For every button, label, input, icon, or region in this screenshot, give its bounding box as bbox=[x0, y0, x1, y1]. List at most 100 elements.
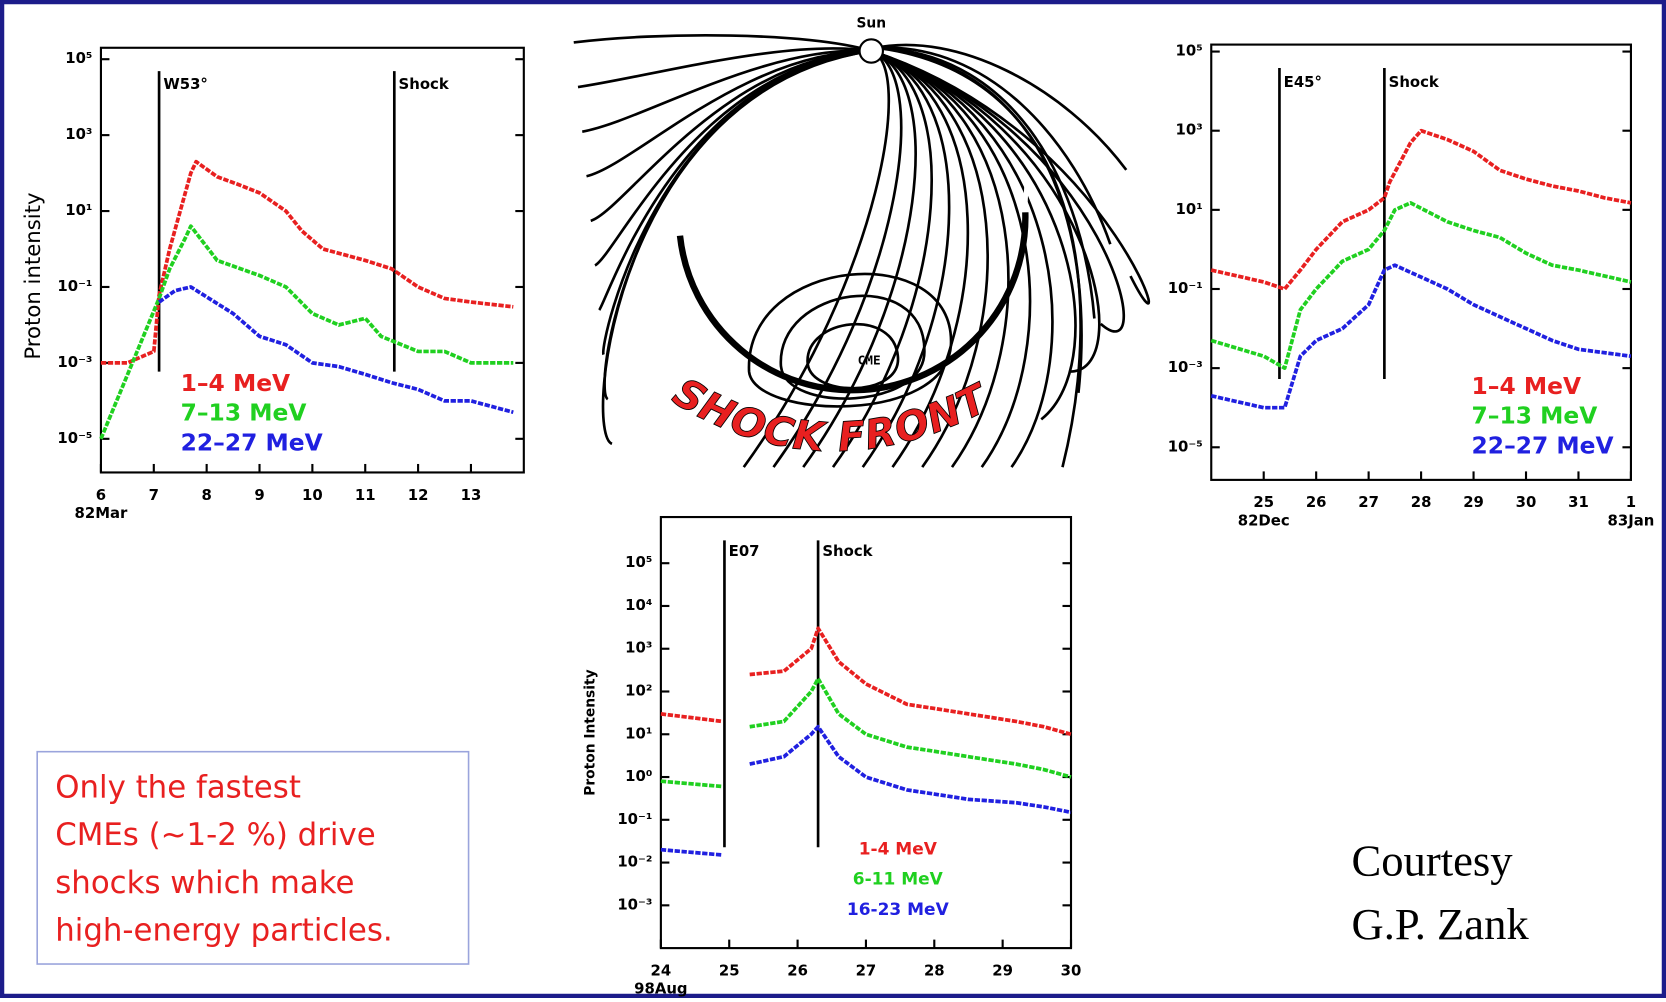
chart: 10⁵ 10³ 10¹ 10⁻¹ 10⁻³ 10⁻⁵ 25 26 27 28 29 30 31 1 82De… bbox=[1168, 42, 1655, 530]
field-line bbox=[876, 46, 1112, 245]
credit: Courtesy G.P. Zank bbox=[1352, 836, 1530, 950]
y-tick-label: 10⁻⁵ bbox=[1168, 437, 1203, 455]
data-line bbox=[157, 285, 514, 415]
x-tick-label: 25 bbox=[1253, 493, 1274, 511]
note-line: high-energy particles. bbox=[55, 913, 392, 949]
field-line bbox=[601, 49, 872, 446]
field-line bbox=[876, 43, 1128, 171]
field-line bbox=[577, 47, 872, 89]
x-tick-label: 30 bbox=[1516, 493, 1537, 511]
legend-entry: 16-23 MeV bbox=[847, 900, 950, 920]
y-tick-label: 10¹ bbox=[65, 201, 92, 219]
y-tick-label: 10⁻² bbox=[617, 853, 652, 871]
field-line bbox=[870, 49, 989, 468]
shock-gap bbox=[673, 185, 1029, 232]
y-tick-label: 10¹ bbox=[625, 724, 652, 742]
x-sublabel: 82Dec bbox=[1238, 511, 1290, 529]
data-line bbox=[660, 626, 1072, 737]
x-tick-label: 29 bbox=[992, 961, 1013, 979]
y-tick-label: 10² bbox=[625, 682, 652, 700]
y-tick-label: 10³ bbox=[65, 125, 92, 143]
sun bbox=[858, 38, 884, 64]
cme-loop bbox=[806, 323, 900, 390]
x-tick-label: 10 bbox=[302, 486, 323, 504]
credit-line: G.P. Zank bbox=[1352, 899, 1530, 949]
field-line bbox=[876, 46, 1082, 468]
field-line bbox=[573, 34, 872, 53]
y-axis-label: Proton intensity bbox=[21, 192, 46, 359]
x-tick-label: 6 bbox=[96, 486, 106, 504]
note: Only the fastest CMEs (~1-2 %) drive sho… bbox=[55, 769, 392, 948]
note-line: CMEs (~1-2 %) drive bbox=[55, 817, 375, 853]
x-sublabel: 82Mar bbox=[75, 504, 129, 522]
x-tick-label: 12 bbox=[408, 486, 429, 504]
y-tick-label: 10⁵ bbox=[1176, 42, 1203, 60]
y-tick-label: 10⁴ bbox=[625, 596, 652, 614]
x-sublabel: 83Jan bbox=[1608, 511, 1655, 529]
field-line bbox=[870, 49, 1101, 373]
x-tick-label: 11 bbox=[355, 486, 376, 504]
event-label: Shock bbox=[822, 542, 873, 560]
x-tick-label: 9 bbox=[254, 486, 264, 504]
legend-entry: 1–4 MeV bbox=[1472, 372, 1582, 400]
x-tick-label: 7 bbox=[149, 486, 159, 504]
x-tick-label: 31 bbox=[1568, 493, 1589, 511]
y-tick-label: 10⁻³ bbox=[57, 353, 92, 371]
x-sublabel: 98Aug bbox=[634, 980, 687, 998]
field-line bbox=[870, 49, 1010, 468]
y-tick-label: 10¹ bbox=[1176, 200, 1203, 218]
legend-entry: 7–13 MeV bbox=[181, 399, 307, 427]
legend-entry: 6-11 MeV bbox=[853, 870, 944, 890]
data-line bbox=[1210, 263, 1632, 410]
x-tick-label: 26 bbox=[1306, 493, 1327, 511]
y-tick-label: 10⁻⁵ bbox=[57, 429, 92, 447]
legend-entry: 1-4 MeV bbox=[859, 839, 938, 859]
cme-label: CME bbox=[858, 353, 881, 368]
note-line: shocks which make bbox=[55, 865, 354, 901]
y-axis-label: Proton Intensity bbox=[583, 669, 599, 795]
y-tick-label: 10⁻¹ bbox=[1168, 279, 1203, 297]
y-tick-label: 10⁵ bbox=[65, 49, 92, 67]
event-label: Shock bbox=[399, 75, 450, 93]
event-label: W53° bbox=[163, 75, 208, 93]
y-tick-label: 10⁵ bbox=[625, 553, 652, 571]
x-tick-label: 28 bbox=[1411, 493, 1432, 511]
field-line bbox=[590, 49, 872, 223]
x-tick-label: 25 bbox=[719, 961, 740, 979]
note-box bbox=[36, 750, 470, 965]
field-line bbox=[870, 49, 1077, 421]
event-label: Shock bbox=[1389, 73, 1440, 91]
y-tick-label: 10⁰ bbox=[625, 767, 652, 785]
data-line bbox=[100, 159, 514, 365]
data-line bbox=[660, 676, 1072, 789]
x-tick-label: 28 bbox=[924, 961, 945, 979]
chart: 10⁵ 10³ 10¹ 10⁻¹ 10⁻³ 10⁻⁵ 6 7 8 9 10 11 12 13 82Mar W5… bbox=[21, 46, 525, 522]
x-tick-label: 30 bbox=[1061, 961, 1082, 979]
cme-loop bbox=[747, 272, 953, 408]
legend-entry: 1–4 MeV bbox=[181, 369, 291, 397]
field-line bbox=[586, 49, 872, 178]
y-tick-label: 10³ bbox=[1176, 121, 1203, 139]
shock-arc bbox=[676, 212, 1029, 394]
note-line: Only the fastest bbox=[55, 769, 301, 805]
field-line bbox=[870, 49, 1126, 333]
field-line bbox=[582, 49, 872, 133]
legend-entry: 22–27 MeV bbox=[181, 428, 323, 456]
x-tick-label: 1 bbox=[1626, 493, 1636, 511]
x-tick-label: 29 bbox=[1463, 493, 1484, 511]
credit-line: Courtesy bbox=[1352, 836, 1514, 886]
y-tick-label: 10⁻¹ bbox=[57, 277, 92, 295]
field-line bbox=[876, 46, 1096, 319]
x-tick-label: 27 bbox=[1358, 493, 1379, 511]
x-tick-label: 27 bbox=[856, 961, 877, 979]
x-tick-label: 8 bbox=[201, 486, 211, 504]
y-tick-label: 10⁻³ bbox=[1168, 358, 1203, 376]
legend-entry: 7–13 MeV bbox=[1472, 402, 1598, 430]
cme-loop bbox=[779, 294, 926, 400]
field-line bbox=[870, 49, 1054, 468]
x-tick-label: 24 bbox=[651, 961, 672, 979]
field-line bbox=[861, 49, 951, 468]
field-line bbox=[870, 49, 970, 468]
field-line bbox=[870, 49, 1151, 305]
